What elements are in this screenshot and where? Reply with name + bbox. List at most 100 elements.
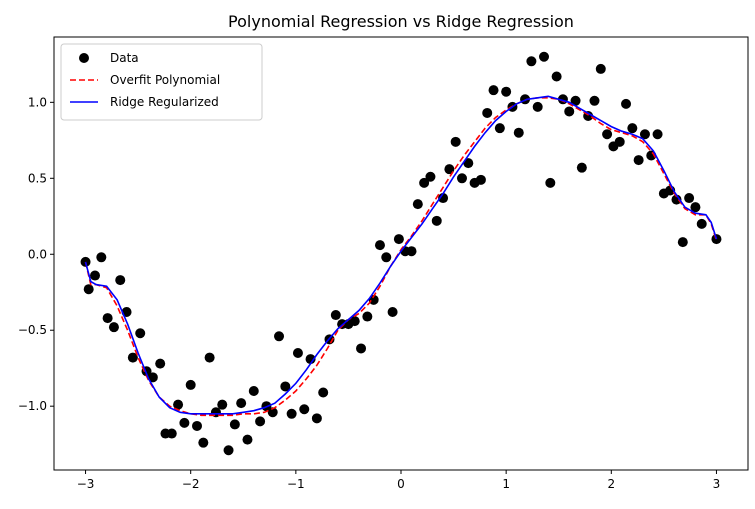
data-point — [494, 123, 505, 134]
data-point — [684, 193, 695, 204]
data-point — [425, 171, 436, 182]
y-tick-label: 0.0 — [28, 247, 47, 261]
data-point — [387, 306, 398, 317]
data-point — [135, 328, 146, 339]
data-point — [545, 177, 556, 188]
data-point — [696, 218, 707, 229]
x-tick-label: 1 — [502, 477, 510, 491]
data-point — [292, 348, 303, 359]
x-tick-label: −3 — [77, 477, 95, 491]
data-point — [671, 194, 682, 205]
data-point — [127, 352, 138, 363]
data-point — [431, 215, 442, 226]
data-point — [539, 51, 550, 62]
data-point — [589, 95, 600, 106]
series-line-overfit-polynomial — [84, 97, 718, 417]
data-point — [412, 199, 423, 210]
data-point — [96, 252, 107, 263]
data-point — [393, 234, 404, 245]
chart-title: Polynomial Regression vs Ridge Regressio… — [228, 12, 574, 31]
x-tick-label: 3 — [713, 477, 721, 491]
data-point — [621, 98, 632, 109]
data-point — [102, 313, 113, 324]
data-point — [602, 129, 613, 140]
legend-label: Data — [110, 51, 139, 65]
x-tick-label: 0 — [397, 477, 405, 491]
data-point — [488, 85, 499, 96]
x-tick-label: 2 — [607, 477, 615, 491]
data-point — [438, 193, 449, 204]
y-tick-label: 1.0 — [28, 95, 47, 109]
data-point — [639, 129, 650, 140]
data-point — [381, 252, 392, 263]
data-point — [614, 136, 625, 147]
data-point — [564, 106, 575, 117]
x-tick-label: −1 — [287, 477, 305, 491]
data-point — [526, 56, 537, 67]
axis-ticks: −3 −2 −1 0 1 2 3 −1.0 −0.5 0.0 0.5 1.0 — [18, 95, 720, 491]
data-point — [349, 316, 360, 327]
data-point — [280, 381, 291, 392]
data-point — [179, 417, 190, 428]
data-point — [198, 437, 209, 448]
plot-area — [80, 51, 722, 456]
data-point — [147, 372, 158, 383]
legend-marker — [79, 53, 89, 63]
data-point — [690, 202, 701, 213]
data-point — [570, 95, 581, 106]
data-point — [299, 404, 310, 415]
data-point — [223, 445, 234, 456]
data-point — [318, 387, 329, 398]
data-point — [356, 343, 367, 354]
data-point — [513, 127, 524, 138]
y-tick-label: −1.0 — [18, 399, 47, 413]
data-point — [267, 407, 278, 418]
y-tick-label: 0.5 — [28, 171, 47, 185]
legend-frame — [60, 43, 263, 121]
data-point — [362, 311, 373, 322]
data-point — [229, 419, 240, 430]
data-point — [108, 322, 119, 333]
data-point — [192, 420, 203, 431]
y-tick-label: −0.5 — [18, 323, 47, 337]
data-point — [155, 358, 166, 369]
data-point — [633, 155, 644, 166]
data-point — [173, 399, 184, 410]
data-point — [248, 385, 259, 396]
data-point — [419, 177, 430, 188]
data-point — [274, 331, 285, 342]
data-point — [501, 86, 512, 97]
data-point — [374, 240, 385, 251]
data-point — [677, 237, 688, 248]
data-point — [595, 63, 606, 74]
data-point — [185, 379, 196, 390]
data-point — [83, 284, 94, 295]
data-point — [482, 107, 493, 118]
data-point — [305, 354, 316, 365]
data-point — [532, 101, 543, 112]
data-point — [166, 428, 177, 439]
data-point — [475, 174, 486, 185]
data-point — [90, 270, 101, 281]
legend-label: Overfit Polynomial — [110, 73, 220, 87]
data-point — [406, 246, 417, 257]
data-point — [444, 164, 455, 175]
data-point — [286, 408, 297, 419]
data-point — [450, 136, 461, 147]
data-point — [217, 399, 228, 410]
data-point — [80, 256, 91, 267]
data-point — [652, 129, 663, 140]
data-point — [456, 173, 467, 184]
series-line-ridge-regularized — [84, 95, 718, 415]
data-point — [551, 71, 562, 82]
data-point — [368, 294, 379, 305]
data-point — [330, 310, 341, 321]
data-point — [242, 434, 253, 445]
data-point — [576, 162, 587, 173]
data-point — [463, 158, 474, 169]
data-point — [115, 275, 126, 286]
data-point — [311, 413, 322, 424]
x-tick-label: −2 — [182, 477, 200, 491]
legend-label: Ridge Regularized — [110, 95, 219, 109]
